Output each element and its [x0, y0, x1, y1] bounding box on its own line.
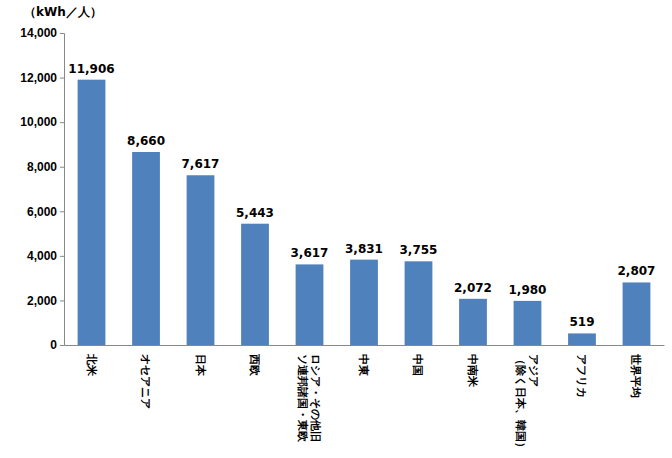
y-tick-mark — [60, 33, 64, 34]
chart: 0 2,000 4,000 6,000 8,000 10,000 12,000 14,000 北… — [0, 0, 672, 458]
x-tick: オセアニア — [140, 345, 152, 409]
y-tick: 8,000 — [27, 160, 64, 174]
data-label: 2,807 — [617, 264, 655, 278]
bar — [187, 175, 215, 345]
y-tick-mark — [60, 300, 64, 301]
y-tick-mark — [60, 122, 64, 123]
bar — [296, 264, 324, 345]
bar — [241, 224, 269, 345]
data-label: 3,617 — [291, 246, 329, 260]
y-tick-label: 6,000 — [27, 205, 57, 219]
y-tick: 10,000 — [20, 115, 64, 129]
x-axis: 北米 オセアニア 日本 西欧 ロシア・その他旧ソ連邦諸国・東欧 中東 中国 中南米 アジア（除く… — [65, 345, 665, 453]
y-tick-mark — [60, 345, 64, 346]
x-tick-label: アフリカ — [576, 354, 588, 398]
x-tick-label: 中東 — [358, 354, 370, 377]
bar — [78, 80, 106, 345]
data-label: 3,755 — [400, 243, 438, 257]
data-label: 11,906 — [68, 62, 114, 76]
data-labels: 11,906 8,660 7,617 5,443 3,617 3,831 3,755 2,07… — [68, 62, 655, 330]
data-label: 5,443 — [236, 206, 274, 220]
y-tick: 2,000 — [27, 294, 64, 308]
x-tick: 中東 — [358, 345, 370, 377]
x-tick: 西欧 — [249, 345, 261, 377]
data-label: 7,617 — [182, 157, 220, 171]
y-tick-label: 0 — [50, 338, 57, 352]
y-tick-mark — [60, 211, 64, 212]
x-axis-line — [65, 345, 665, 346]
bar — [405, 261, 433, 345]
y-tick-label: 14,000 — [20, 26, 57, 40]
x-tick-label: 中国 — [412, 354, 424, 376]
x-tick-label: 北米 — [86, 353, 98, 377]
y-tick-mark — [60, 167, 64, 168]
bars — [78, 80, 651, 345]
x-tick-label: ロシア・その他旧ソ連邦諸国・東欧 — [297, 354, 322, 443]
y-tick: 12,000 — [20, 71, 64, 85]
bar — [132, 152, 160, 345]
x-tick-label: 西欧 — [249, 353, 261, 377]
x-tick: 北米 — [86, 345, 98, 377]
y-tick: 4,000 — [27, 249, 64, 263]
bar — [623, 282, 651, 345]
x-tick: 世界平均 — [630, 345, 642, 398]
y-axis-title: （kWh／人） — [24, 5, 102, 19]
data-label: 519 — [569, 315, 594, 329]
x-tick-label: 世界平均 — [630, 353, 642, 398]
x-tick-label: 日本 — [195, 354, 207, 377]
y-tick-label: 10,000 — [20, 115, 57, 129]
y-axis: 0 2,000 4,000 6,000 8,000 10,000 12,000 14,000 — [20, 26, 64, 352]
data-label: 8,660 — [127, 134, 165, 148]
bar — [459, 299, 487, 345]
y-axis-line — [60, 34, 65, 346]
data-label: 3,831 — [345, 242, 383, 256]
x-tick-label: 中南米 — [467, 354, 479, 388]
y-tick-label: 8,000 — [27, 160, 57, 174]
x-tick: アフリカ — [576, 345, 588, 398]
x-tick: 中国 — [412, 345, 424, 376]
bar — [514, 301, 542, 345]
x-tick: 中南米 — [467, 345, 479, 388]
x-tick: 日本 — [195, 345, 207, 377]
y-tick-label: 2,000 — [27, 294, 57, 308]
plot: 0 2,000 4,000 6,000 8,000 10,000 12,000 14,000 北… — [20, 26, 664, 453]
x-tick-label: オセアニア — [140, 354, 152, 409]
bar — [568, 333, 596, 345]
y-tick: 6,000 — [27, 205, 64, 219]
data-label: 2,072 — [454, 281, 492, 295]
bar — [350, 260, 378, 345]
x-tick: ロシア・その他旧ソ連邦諸国・東欧 — [297, 345, 322, 443]
y-tick: 14,000 — [20, 26, 64, 40]
x-tick-label: アジア（除く日本、韓国） — [514, 354, 540, 453]
y-tick: 0 — [50, 338, 64, 352]
y-tick-label: 12,000 — [20, 71, 57, 85]
y-tick-mark — [60, 78, 64, 79]
y-tick-label: 4,000 — [27, 249, 57, 263]
y-tick-mark — [60, 256, 64, 257]
x-tick: アジア（除く日本、韓国） — [514, 345, 540, 453]
data-label: 1,980 — [509, 283, 547, 297]
